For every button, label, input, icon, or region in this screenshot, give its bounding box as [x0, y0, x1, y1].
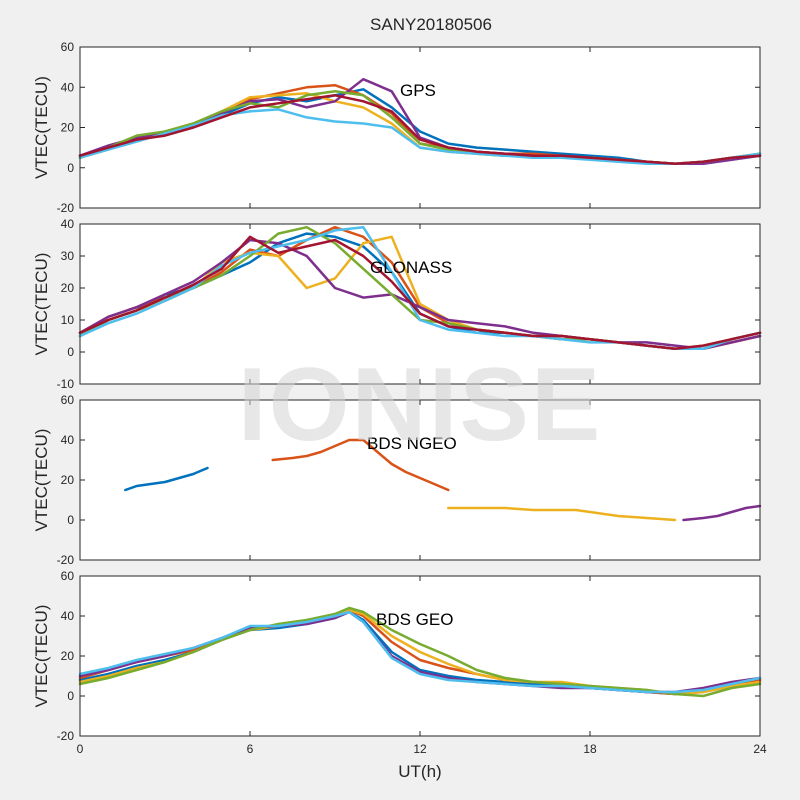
y-tick-label: 40 [61, 433, 75, 447]
axes-box [79, 575, 761, 737]
y-tick-label: -20 [57, 553, 75, 567]
y-axis-label: VTEC(TECU) [32, 76, 51, 179]
y-tick-label: -20 [57, 729, 75, 743]
panels: -200204060GPSVTEC(TECU)-10010203040GLONA… [32, 40, 767, 756]
y-tick-label: 20 [61, 121, 75, 135]
x-tick-label: 6 [247, 742, 254, 756]
panel-annotation: BDS GEO [376, 610, 453, 629]
y-tick-label: 20 [61, 281, 75, 295]
y-tick-label: 40 [61, 217, 75, 231]
x-tick-label: 12 [413, 742, 427, 756]
x-tick-label: 18 [583, 742, 597, 756]
y-tick-label: -20 [57, 201, 75, 215]
x-tick-label: 24 [753, 742, 767, 756]
plot-area [80, 576, 760, 736]
y-tick-label: 30 [61, 249, 75, 263]
y-tick-label: 0 [67, 161, 74, 175]
y-axis-label: VTEC(TECU) [32, 605, 51, 708]
series-line-7 [78, 235, 762, 351]
series-line-3 [447, 506, 677, 522]
y-tick-label: 0 [67, 345, 74, 359]
series-line-5 [78, 606, 762, 698]
series-line-2 [271, 438, 450, 492]
series-line-4 [78, 238, 762, 351]
y-axis-label: VTEC(TECU) [32, 429, 51, 532]
panel-2: -10 0 10 20 30 40 GLONASS VTEC(TECU) [32, 217, 762, 391]
watermark: IONISE [238, 347, 603, 463]
series-line-4 [682, 504, 762, 522]
panel-annotation: BDS NGEO [367, 434, 457, 453]
axes-box [79, 223, 761, 385]
y-tick-label: 40 [61, 609, 75, 623]
y-tick-label: 20 [61, 473, 75, 487]
y-tick-label: 0 [67, 689, 74, 703]
chart-title: SANY20180506 [370, 15, 492, 34]
y-axis-label: VTEC(TECU) [32, 253, 51, 356]
panel-3: -20 0 20 40 60 BDS NGEO VTEC(TECU) [32, 393, 762, 567]
plot-area [80, 400, 760, 560]
y-tick-label: 20 [61, 649, 75, 663]
series-line-7 [78, 94, 762, 165]
panel-annotation: GPS [400, 81, 436, 100]
y-tick-label: 0 [67, 513, 74, 527]
axes-box [79, 399, 761, 561]
x-axis-label: UT(h) [398, 762, 441, 781]
series-line-6 [78, 610, 762, 694]
axes-box [79, 46, 761, 209]
y-tick-label: 60 [61, 393, 75, 407]
y-tick-label: 10 [61, 313, 75, 327]
y-tick-label: 40 [61, 80, 75, 94]
series-line-6 [78, 108, 762, 165]
y-tick-label: -10 [57, 377, 75, 391]
x-tick-label: 0 [77, 742, 84, 756]
y-tick-label: 60 [61, 569, 75, 583]
y-tick-label: 60 [61, 40, 75, 54]
series-line-1 [124, 466, 209, 492]
panel-1: -20 0 20 40 60 GPS VTEC(TECU) [32, 40, 762, 215]
panel-annotation: GLONASS [370, 258, 452, 277]
